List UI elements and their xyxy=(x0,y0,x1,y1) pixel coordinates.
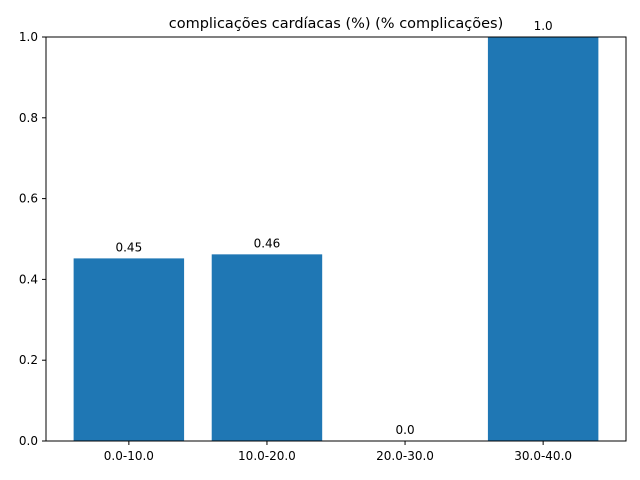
value-labels-group: 0.45 0.46 0.0 1.0 xyxy=(115,19,552,437)
y-tick-label-0.6: 0.6 xyxy=(19,192,38,206)
bar-0.0-10.0 xyxy=(73,258,185,441)
y-tick-label-0.8: 0.8 xyxy=(19,111,38,125)
value-label-20.0-30.0: 0.0 xyxy=(396,423,415,437)
plot-frame xyxy=(45,36,627,442)
bar-30.0-40.0 xyxy=(487,37,599,441)
bars-group xyxy=(73,37,599,441)
y-tick-label-1.0: 1.0 xyxy=(19,30,38,44)
chart-title: complicações cardíacas (%) (% complicaçõ… xyxy=(169,16,504,32)
x-tick-label-30.0-40.0: 30.0-40.0 xyxy=(514,449,572,463)
x-tick-label-0.0-10.0: 0.0-10.0 xyxy=(104,449,154,463)
value-label-10.0-20.0: 0.46 xyxy=(254,236,281,250)
y-tick-label-0.4: 0.4 xyxy=(19,272,38,286)
value-label-30.0-40.0: 1.0 xyxy=(534,19,553,33)
x-axis: 0.0-10.0 10.0-20.0 20.0-30.0 30.0-40.0 xyxy=(104,441,572,463)
x-tick-label-20.0-30.0: 20.0-30.0 xyxy=(376,449,434,463)
y-axis: 0.0 0.2 0.4 0.6 0.8 1.0 xyxy=(19,30,46,448)
bar-10.0-20.0 xyxy=(211,254,323,441)
x-tick-label-10.0-20.0: 10.0-20.0 xyxy=(238,449,296,463)
y-tick-label-0.2: 0.2 xyxy=(19,353,38,367)
value-label-0.0-10.0: 0.45 xyxy=(115,240,142,254)
y-tick-label-0.0: 0.0 xyxy=(19,434,38,448)
